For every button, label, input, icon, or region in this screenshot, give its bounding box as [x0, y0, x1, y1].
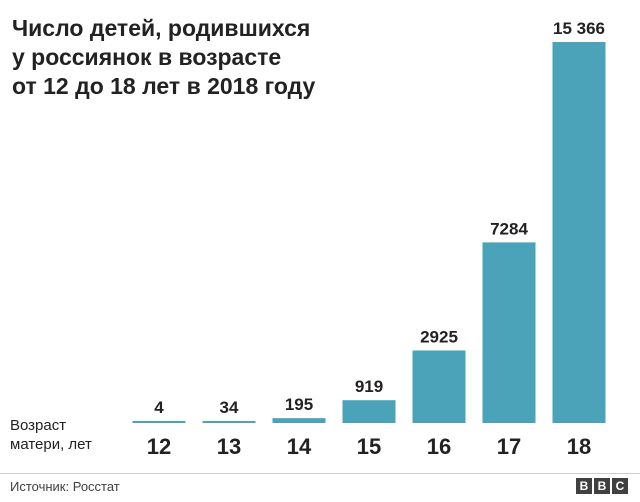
bars-group: [133, 42, 606, 423]
bar-12: [133, 421, 186, 423]
bbc-logo-letter-2: B: [594, 478, 610, 494]
tick-label-16: 16: [427, 434, 451, 459]
value-label-16: 2925: [420, 327, 458, 346]
value-label-12: 4: [154, 398, 164, 417]
value-labels-group: 4 34 195 919 2925 7284 15 366: [154, 19, 605, 417]
bar-13: [203, 421, 256, 423]
value-label-14: 195: [285, 395, 313, 414]
bar-18: [553, 42, 606, 423]
tick-label-13: 13: [217, 434, 241, 459]
bar-17: [483, 242, 536, 423]
x-axis-title: Возраст матери, лет: [10, 416, 92, 454]
tick-label-17: 17: [497, 434, 521, 459]
bbc-logo-letter-3: C: [612, 478, 628, 494]
tick-label-18: 18: [567, 434, 591, 459]
tick-label-14: 14: [287, 434, 312, 459]
bar-16: [413, 350, 466, 423]
value-label-15: 919: [355, 377, 383, 396]
source-note: Источник: Росстат: [10, 479, 120, 494]
value-label-18: 15 366: [553, 19, 605, 38]
value-label-17: 7284: [490, 219, 528, 238]
footer-divider: [0, 473, 640, 474]
tick-label-15: 15: [357, 434, 381, 459]
bar-14: [273, 418, 326, 423]
value-label-13: 34: [220, 398, 239, 417]
tick-labels-group: 12 13 14 15 16 17 18: [147, 434, 591, 459]
x-axis-title-line-1: Возраст: [10, 416, 92, 435]
bbc-logo-letter-1: B: [576, 478, 592, 494]
bar-15: [343, 400, 396, 423]
bbc-logo: B B C: [576, 478, 628, 494]
source-text: Источник: Росстат: [10, 479, 120, 494]
tick-label-12: 12: [147, 434, 171, 459]
bar-chart: 4 34 195 919 2925 7284 15 366 12 13 14 15 16 17 18: [0, 0, 640, 470]
x-axis-title-line-2: матери, лет: [10, 435, 92, 454]
